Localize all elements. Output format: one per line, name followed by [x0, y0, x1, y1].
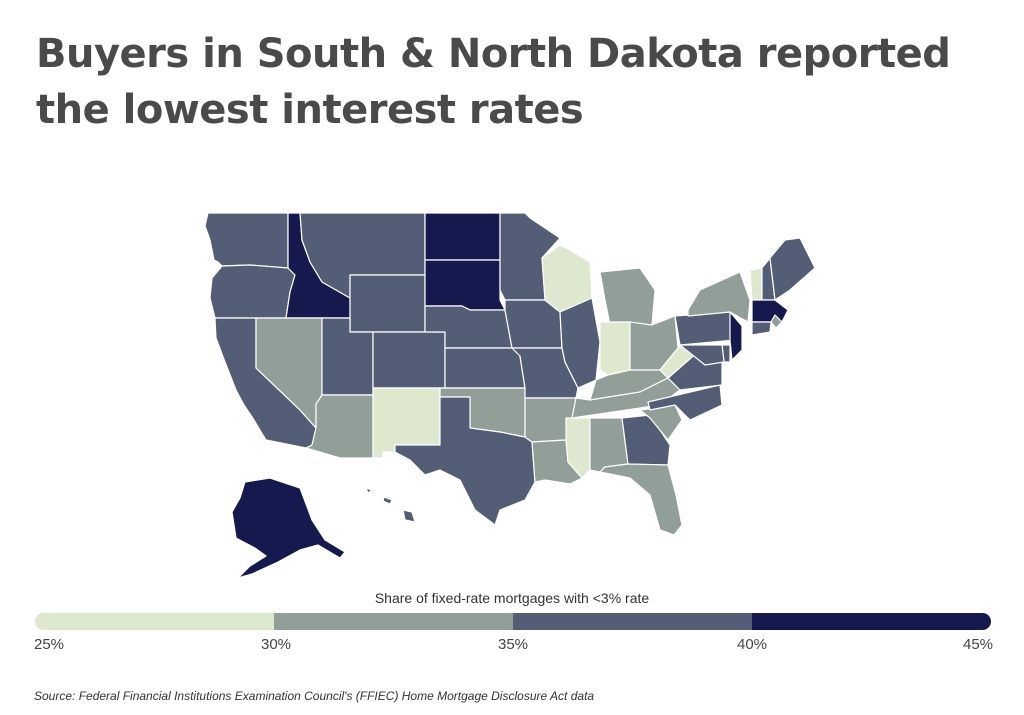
legend-bin-3 — [752, 613, 991, 630]
state-ma — [751, 299, 789, 323]
legend-color-bar — [35, 613, 991, 630]
state-az — [305, 394, 374, 459]
legend-title: Share of fixed-rate mortgages with <3% r… — [374, 590, 650, 606]
source-note: Source: Federal Financial Institutions E… — [34, 689, 595, 703]
state-ny — [687, 271, 751, 323]
state-tx — [394, 396, 536, 526]
state-wi — [541, 244, 593, 313]
state-ak — [231, 477, 346, 579]
legend-bin-0 — [35, 613, 274, 630]
state-ri — [770, 314, 783, 329]
state-pa — [674, 311, 736, 346]
state-me — [769, 237, 816, 301]
state-wy — [349, 274, 426, 333]
legend-tick-label: 25% — [34, 636, 65, 653]
state-ks — [444, 347, 526, 389]
state-nd — [424, 212, 501, 261]
state-vt — [749, 267, 763, 301]
state-sd — [424, 259, 506, 311]
legend-bin-2 — [513, 613, 752, 630]
state-wa — [204, 212, 289, 269]
state-ct — [751, 321, 772, 336]
state-al — [589, 417, 629, 473]
state-il — [559, 297, 601, 389]
legend-tick-label: 40% — [737, 636, 768, 653]
legend-tick-label: 30% — [261, 636, 292, 653]
state-or — [209, 264, 296, 319]
state-hi — [365, 487, 416, 523]
legend-bin-1 — [274, 613, 513, 630]
legend-tick-label: 35% — [498, 636, 529, 653]
state-md — [679, 344, 725, 366]
us-map — [204, 212, 816, 579]
page-title: Buyers in South & North Dakota reported … — [36, 31, 951, 133]
state-in — [599, 321, 631, 376]
state-mi — [599, 267, 656, 326]
state-nj — [729, 311, 743, 361]
state-co — [372, 331, 446, 389]
legend-tick-label: 45% — [963, 636, 994, 653]
state-fl — [599, 463, 683, 536]
